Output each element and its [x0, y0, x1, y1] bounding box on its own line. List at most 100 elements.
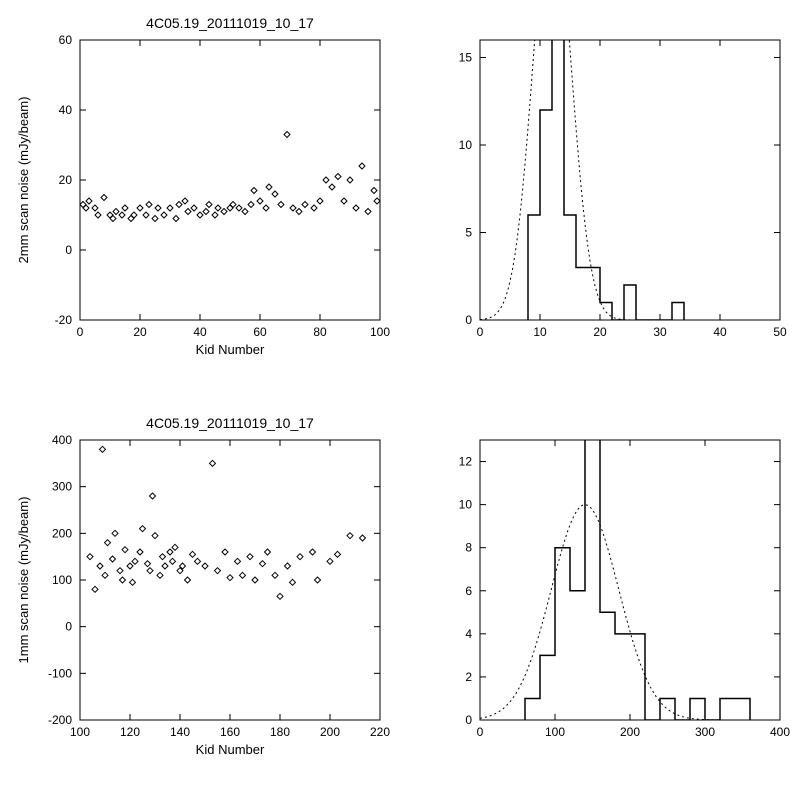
ytick-label: 4: [465, 627, 472, 641]
ytick-label: 6: [465, 584, 472, 598]
ytick-label: 0: [65, 243, 72, 257]
data-point: [335, 174, 341, 180]
ytick-label: 12: [459, 455, 473, 469]
data-point: [297, 554, 303, 560]
data-point: [140, 526, 146, 532]
y-axis-label: 2mm scan noise (mJy/beam): [16, 97, 31, 264]
xtick-label: 120: [120, 725, 140, 739]
ytick-label: 400: [52, 433, 72, 447]
xtick-label: 20: [593, 325, 607, 339]
data-point: [248, 202, 254, 208]
xtick-label: 100: [70, 725, 90, 739]
hist-1mm-svg: 0100200300400024681012: [400, 400, 800, 800]
data-point: [127, 563, 133, 569]
xtick-label: 40: [713, 325, 727, 339]
data-point: [347, 177, 353, 183]
data-point: [327, 558, 333, 564]
data-point: [353, 205, 359, 211]
xtick-label: 0: [477, 325, 484, 339]
data-point: [260, 561, 266, 567]
data-point: [236, 205, 242, 211]
data-point: [185, 209, 191, 215]
data-point: [202, 563, 208, 569]
xtick-label: 220: [370, 725, 390, 739]
data-point: [212, 212, 218, 218]
xtick-label: 50: [773, 325, 787, 339]
data-point: [341, 198, 347, 204]
chart-title: 4C05.19_20111019_10_17: [146, 15, 314, 31]
ytick-label: 40: [59, 103, 73, 117]
xtick-label: 80: [313, 325, 327, 339]
fit-curve: [480, 505, 780, 720]
data-point: [290, 205, 296, 211]
data-point: [191, 205, 197, 211]
xtick-label: 0: [477, 725, 484, 739]
data-point: [95, 212, 101, 218]
data-point: [112, 530, 118, 536]
data-point: [122, 205, 128, 211]
data-point: [277, 593, 283, 599]
data-point: [284, 132, 290, 138]
data-point: [272, 572, 278, 578]
panel-scatter-2mm: 020406080100-2002040604C05.19_20111019_1…: [0, 0, 400, 400]
data-point: [161, 212, 167, 218]
xtick-label: 0: [77, 325, 84, 339]
data-point: [227, 575, 233, 581]
xtick-label: 100: [545, 725, 565, 739]
data-point: [290, 579, 296, 585]
data-point: [117, 568, 123, 574]
xtick-label: 400: [770, 725, 790, 739]
data-point: [247, 554, 253, 560]
panel-scatter-1mm: 100120140160180200220-200-10001002003004…: [0, 400, 400, 800]
x-axis-label: Kid Number: [196, 342, 265, 357]
data-point: [197, 212, 203, 218]
data-point: [102, 572, 108, 578]
data-point: [359, 163, 365, 169]
ytick-label: 8: [465, 541, 472, 555]
data-point: [215, 568, 221, 574]
ytick-label: 20: [59, 173, 73, 187]
panel-hist-2mm: 01020304050051015: [400, 0, 800, 400]
data-point: [315, 577, 321, 583]
ytick-label: 0: [465, 713, 472, 727]
data-point: [235, 558, 241, 564]
data-point: [105, 540, 111, 546]
xtick-label: 60: [253, 325, 267, 339]
ytick-label: 10: [459, 498, 473, 512]
ytick-label: 0: [65, 620, 72, 634]
panel-hist-1mm: 0100200300400024681012: [400, 400, 800, 800]
xtick-label: 180: [270, 725, 290, 739]
ytick-label: -100: [48, 666, 72, 680]
data-point: [365, 209, 371, 215]
xtick-label: 140: [170, 725, 190, 739]
data-point: [160, 554, 166, 560]
data-point: [150, 493, 156, 499]
xtick-label: 200: [620, 725, 640, 739]
data-point: [92, 205, 98, 211]
data-point: [130, 579, 136, 585]
data-point: [221, 209, 227, 215]
data-point: [145, 561, 151, 567]
ytick-label: 0: [465, 313, 472, 327]
data-point: [147, 568, 153, 574]
data-point: [222, 549, 228, 555]
data-point: [137, 549, 143, 555]
scatter-2mm-svg: 020406080100-2002040604C05.19_20111019_1…: [0, 0, 400, 400]
data-point: [101, 195, 107, 201]
data-point: [152, 533, 158, 539]
data-point: [210, 460, 216, 466]
data-point: [335, 551, 341, 557]
data-point: [176, 202, 182, 208]
data-point: [242, 209, 248, 215]
data-point: [86, 198, 92, 204]
data-point: [374, 198, 380, 204]
xtick-label: 20: [133, 325, 147, 339]
ytick-label: 60: [59, 33, 73, 47]
y-axis-label: 1mm scan noise (mJy/beam): [16, 497, 31, 664]
xtick-label: 160: [220, 725, 240, 739]
data-point: [170, 558, 176, 564]
data-point: [119, 212, 125, 218]
data-point: [110, 556, 116, 562]
ytick-label: 10: [459, 138, 473, 152]
data-point: [185, 577, 191, 583]
